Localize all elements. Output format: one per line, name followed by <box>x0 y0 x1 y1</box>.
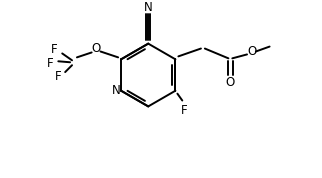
Text: F: F <box>55 70 62 83</box>
Text: O: O <box>91 42 100 55</box>
Text: F: F <box>181 104 188 117</box>
Text: N: N <box>112 84 120 97</box>
Text: N: N <box>144 1 153 14</box>
Text: F: F <box>47 57 54 70</box>
Text: O: O <box>226 76 235 89</box>
Text: F: F <box>51 43 58 56</box>
Text: O: O <box>247 45 257 58</box>
